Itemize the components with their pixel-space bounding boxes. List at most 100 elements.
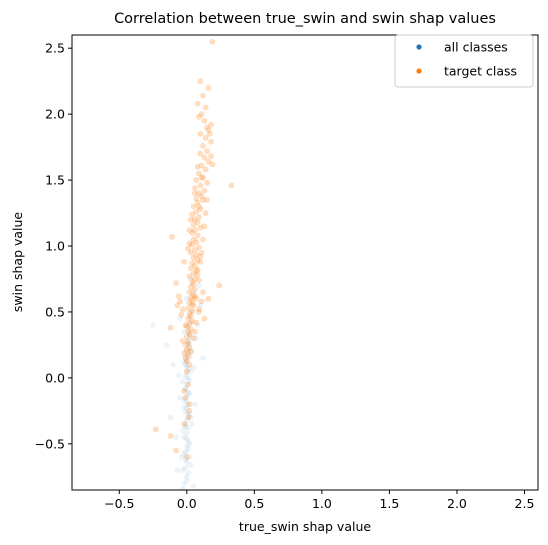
data-point-series-1-9 bbox=[208, 121, 215, 128]
data-point-series-0-46 bbox=[181, 404, 187, 410]
data-point-series-1-109 bbox=[202, 210, 209, 216]
data-point-series-0-62 bbox=[185, 340, 191, 347]
data-point-series-1-133 bbox=[181, 388, 188, 394]
data-point-series-0-82 bbox=[184, 296, 190, 302]
data-point-series-1-107 bbox=[200, 236, 206, 243]
series-0 bbox=[150, 276, 206, 492]
data-point-series-0-67 bbox=[190, 364, 197, 371]
data-point-series-1-134 bbox=[185, 414, 192, 421]
data-point-series-0-44 bbox=[180, 427, 186, 434]
plot-background bbox=[72, 35, 538, 490]
data-point-series-1-118 bbox=[182, 322, 189, 329]
data-point-series-1-65 bbox=[190, 281, 197, 288]
data-point-series-0-11 bbox=[185, 425, 191, 431]
y-tick-label: 1.0 bbox=[45, 239, 65, 254]
data-point-series-1-131 bbox=[183, 454, 190, 460]
data-point-series-1-78 bbox=[187, 313, 194, 319]
data-point-series-1-150 bbox=[193, 295, 200, 302]
data-point-series-1-55 bbox=[194, 257, 201, 264]
data-point-series-0-51 bbox=[188, 348, 194, 355]
data-point-series-1-112 bbox=[186, 227, 193, 234]
data-point-series-1-127 bbox=[181, 421, 188, 427]
data-point-series-0-52 bbox=[182, 456, 189, 463]
data-point-series-1-85 bbox=[186, 331, 193, 338]
data-point-series-1-135 bbox=[186, 401, 193, 408]
series-1 bbox=[152, 38, 235, 460]
data-point-series-0-58 bbox=[182, 387, 189, 393]
data-point-series-1-142 bbox=[192, 190, 198, 197]
data-point-series-1-86 bbox=[183, 334, 190, 340]
data-point-series-1-63 bbox=[189, 278, 196, 285]
data-point-series-0-79 bbox=[174, 467, 181, 473]
data-point-series-1-45 bbox=[194, 232, 201, 239]
data-point-series-0-28 bbox=[184, 358, 190, 364]
data-point-series-1-8 bbox=[201, 117, 208, 124]
data-point-series-0-40 bbox=[180, 467, 186, 473]
data-point-series-1-64 bbox=[216, 282, 223, 289]
data-point-series-0-64 bbox=[178, 454, 185, 460]
data-point-series-1-2 bbox=[205, 84, 212, 91]
data-point-series-0-8 bbox=[185, 438, 191, 444]
data-point-series-1-25 bbox=[197, 182, 204, 189]
data-point-series-1-4 bbox=[194, 100, 201, 107]
data-point-series-0-9 bbox=[181, 434, 187, 440]
legend-label-all-classes: all classes bbox=[444, 40, 508, 55]
data-point-series-1-96 bbox=[177, 298, 183, 305]
legend-marker-target-class bbox=[416, 68, 422, 74]
data-point-series-0-16 bbox=[184, 405, 190, 411]
data-point-series-1-60 bbox=[190, 270, 197, 277]
data-point-series-0-22 bbox=[184, 381, 190, 388]
chart-title: Correlation between true_swin and swin s… bbox=[114, 11, 496, 27]
x-tick-label: 2.5 bbox=[515, 496, 535, 511]
y-tick-label: 1.5 bbox=[45, 173, 65, 188]
x-tick-label: 0.5 bbox=[244, 496, 264, 511]
data-point-series-1-53 bbox=[193, 252, 200, 259]
data-point-series-1-13 bbox=[208, 138, 215, 145]
data-point-series-1-68 bbox=[186, 289, 193, 296]
data-point-series-1-104 bbox=[194, 272, 201, 278]
data-point-series-1-126 bbox=[186, 407, 193, 414]
legend-box bbox=[394, 34, 534, 88]
data-point-series-1-98 bbox=[178, 311, 185, 318]
data-point-series-1-94 bbox=[182, 355, 189, 362]
data-point-series-1-125 bbox=[182, 394, 189, 401]
data-point-series-0-55 bbox=[182, 424, 189, 430]
plot-frame bbox=[71, 34, 539, 491]
data-point-series-1-1 bbox=[197, 78, 204, 85]
data-point-series-1-28 bbox=[201, 187, 208, 194]
data-point-series-1-48 bbox=[193, 239, 200, 245]
data-point-series-1-3 bbox=[200, 92, 206, 99]
data-point-series-0-0 bbox=[181, 480, 187, 487]
y-tick-label: 0.0 bbox=[45, 370, 65, 385]
data-point-series-1-128 bbox=[152, 426, 159, 433]
data-point-series-1-97 bbox=[174, 302, 181, 309]
data-point-series-0-27 bbox=[182, 362, 189, 368]
data-point-series-1-69 bbox=[190, 291, 197, 298]
data-point-series-0-42 bbox=[181, 451, 187, 458]
data-point-series-1-87 bbox=[179, 338, 186, 344]
data-point-series-0-30 bbox=[185, 350, 191, 356]
data-point-series-1-141 bbox=[198, 174, 205, 181]
data-point-series-0-33 bbox=[185, 338, 191, 344]
data-point-series-1-41 bbox=[190, 222, 197, 228]
data-point-series-1-79 bbox=[185, 315, 192, 322]
data-point-series-1-40 bbox=[194, 219, 201, 226]
data-point-series-1-27 bbox=[192, 185, 198, 191]
data-point-series-0-49 bbox=[188, 368, 194, 374]
data-point-series-0-86 bbox=[177, 315, 183, 322]
data-point-series-0-59 bbox=[185, 375, 191, 381]
data-point-series-1-90 bbox=[186, 344, 193, 351]
data-point-series-1-17 bbox=[201, 154, 208, 161]
data-point-series-1-123 bbox=[183, 368, 190, 375]
data-point-series-0-36 bbox=[185, 325, 191, 331]
data-point-series-1-105 bbox=[197, 258, 204, 265]
data-point-series-1-58 bbox=[187, 265, 194, 272]
data-point-series-0-18 bbox=[181, 397, 187, 404]
y-tick-label: 2.0 bbox=[45, 107, 65, 122]
data-point-series-0-38 bbox=[186, 314, 193, 320]
data-point-series-0-85 bbox=[196, 282, 202, 289]
data-point-series-1-76 bbox=[189, 307, 196, 314]
data-point-series-1-129 bbox=[167, 433, 174, 439]
data-point-series-1-144 bbox=[196, 203, 202, 210]
